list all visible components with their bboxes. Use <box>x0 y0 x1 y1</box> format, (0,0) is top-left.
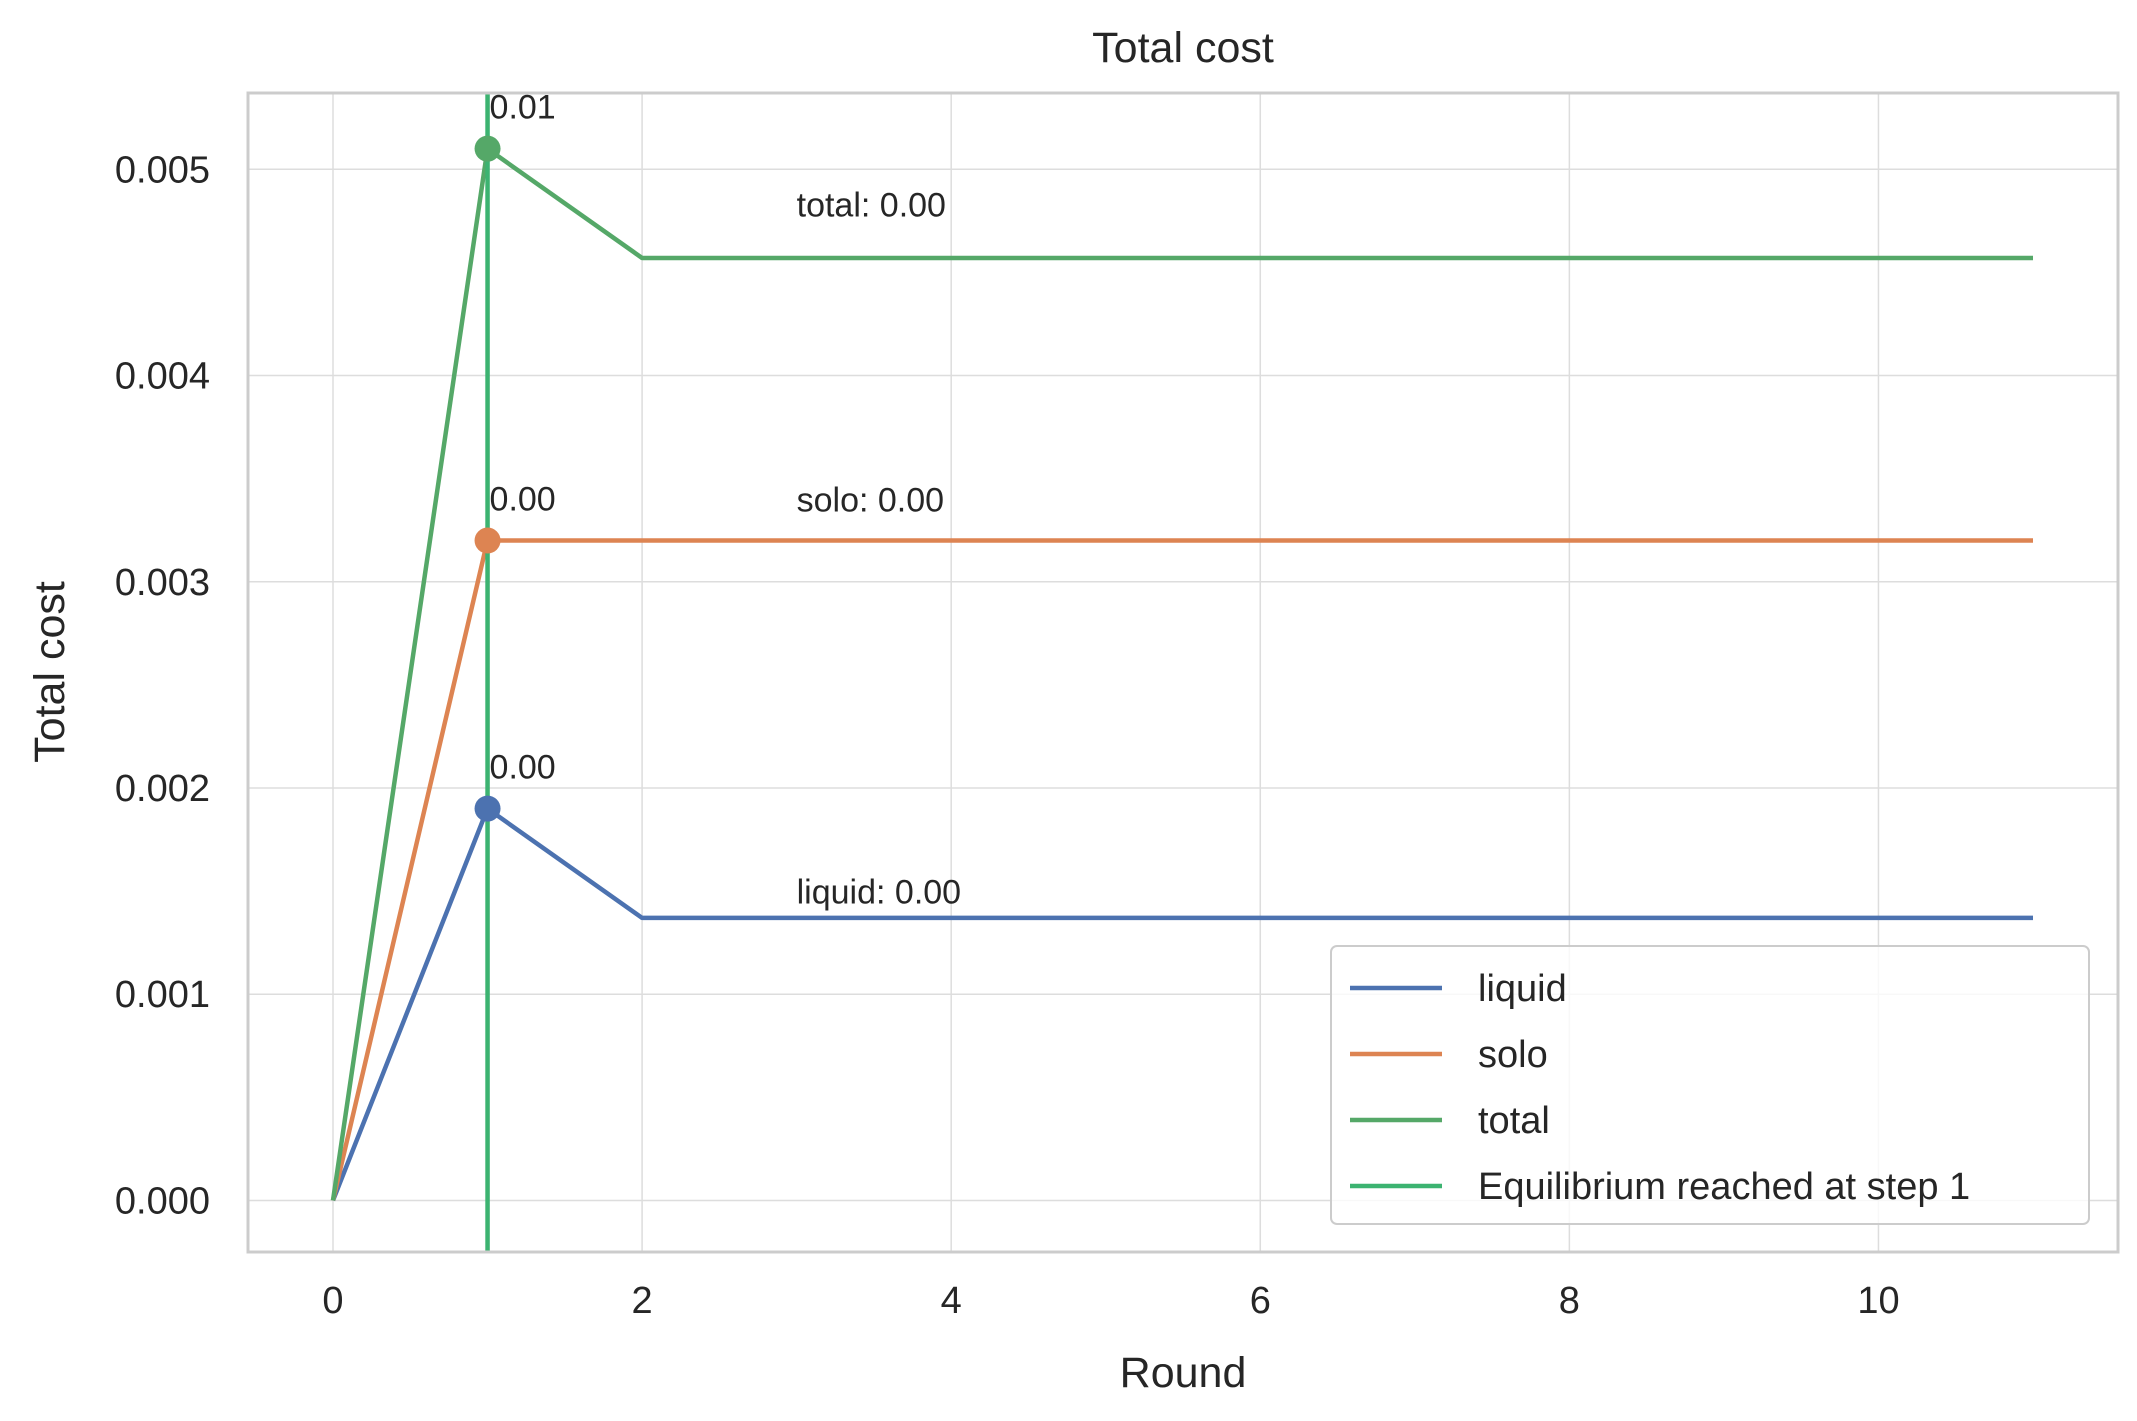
x-axis-ticks: 0 2 4 6 8 10 <box>322 1280 1899 1322</box>
marker-total <box>474 135 501 162</box>
legend-label: Equilibrium reached at step 1 <box>1478 1166 1970 1208</box>
marker-layer: 0.00 0.00 0.01 <box>474 89 556 822</box>
x-tick-label: 0 <box>322 1280 343 1322</box>
y-tick-label: 0.000 <box>115 1180 210 1222</box>
x-axis-label: Round <box>1120 1349 1247 1397</box>
y-axis-label: Total cost <box>26 581 74 763</box>
x-tick-label: 2 <box>632 1280 653 1322</box>
legend: liquid solo total Equilibrium reached at st… <box>1330 945 2090 1225</box>
y-tick-label: 0.002 <box>115 768 210 810</box>
y-tick-label: 0.001 <box>115 974 210 1016</box>
legend-box <box>1330 945 2090 1225</box>
marker-liquid <box>474 795 501 822</box>
x-tick-label: 6 <box>1250 1280 1271 1322</box>
legend-label: total <box>1478 1100 1550 1142</box>
legend-label: solo <box>1478 1034 1548 1076</box>
series-annotation: total: 0.00 <box>797 187 946 225</box>
x-tick-label: 4 <box>941 1280 962 1322</box>
legend-label: liquid <box>1478 968 1567 1010</box>
series-layer <box>330 93 2033 1252</box>
marker-label-solo: 0.00 <box>490 481 556 519</box>
series-line-total <box>330 146 2033 1201</box>
y-tick-label: 0.004 <box>115 356 210 398</box>
chart-title: Total cost <box>1092 24 1274 72</box>
annotation-layer: total: 0.00 solo: 0.00 liquid: 0.00 <box>797 187 961 912</box>
series-line-solo <box>330 538 2033 1201</box>
marker-label-total: 0.01 <box>490 89 556 127</box>
y-tick-label: 0.005 <box>115 149 210 191</box>
y-axis-ticks: 0.000 0.001 0.002 0.003 0.004 0.005 <box>115 149 210 1222</box>
plot-frame <box>246 91 2120 1254</box>
y-tick-label: 0.003 <box>115 562 210 604</box>
x-tick-label: 10 <box>1857 1280 1899 1322</box>
series-annotation: liquid: 0.00 <box>797 873 961 911</box>
marker-label-liquid: 0.00 <box>490 749 556 787</box>
series-annotation: solo: 0.00 <box>797 482 944 520</box>
series-line-liquid <box>330 806 2033 1202</box>
x-tick-label: 8 <box>1559 1280 1580 1322</box>
marker-solo <box>474 527 501 554</box>
